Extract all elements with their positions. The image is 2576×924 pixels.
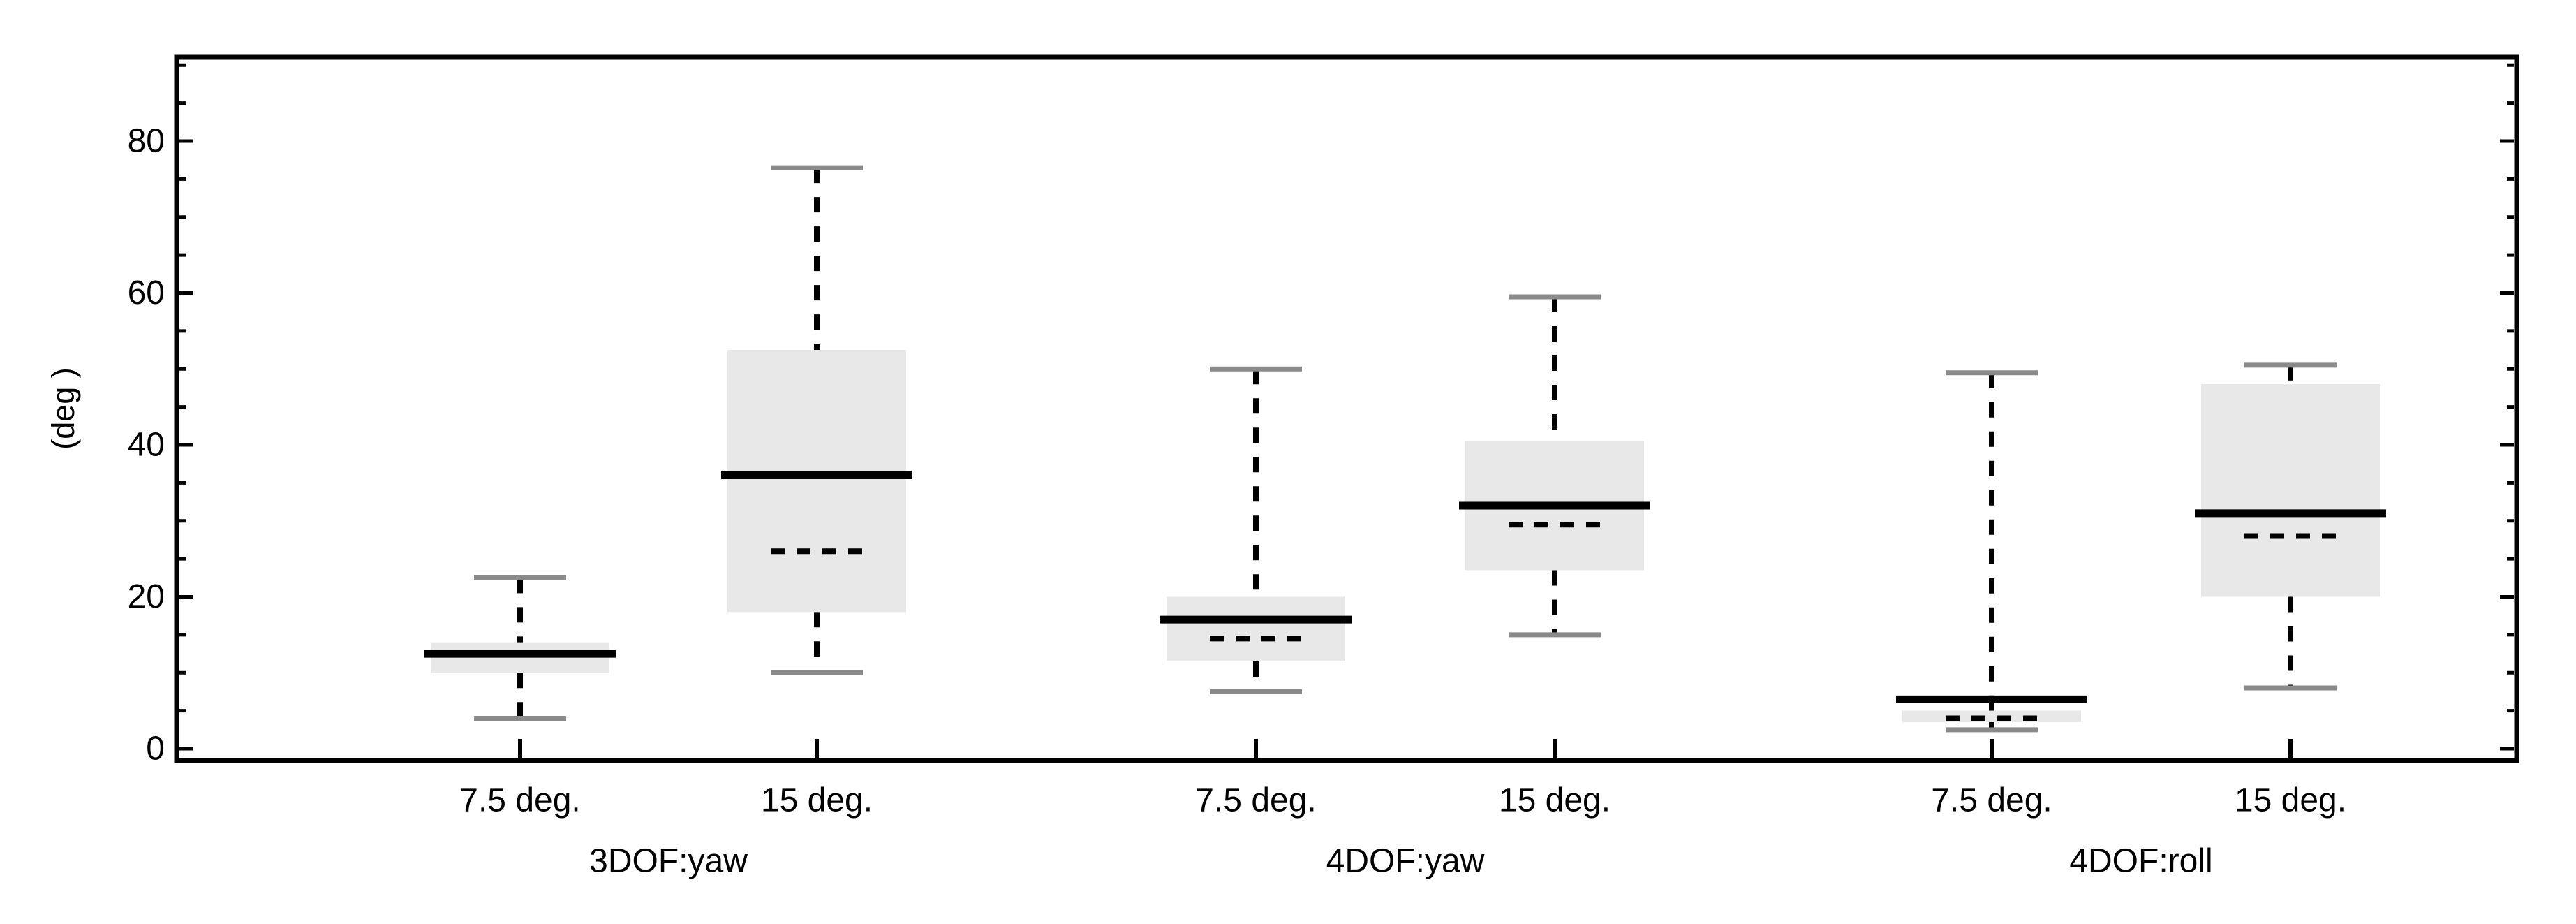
x-category-label: 15 deg. — [761, 782, 873, 819]
x-category-label: 7.5 deg. — [1931, 782, 2052, 819]
x-category-label: 7.5 deg. — [1195, 782, 1316, 819]
iqr-box — [1167, 596, 1345, 661]
axes-frame-layer — [174, 54, 2519, 763]
axis-ticks-layer — [179, 63, 2514, 758]
y-tick-label: 80 — [128, 123, 165, 160]
x-group-label: 4DOF:yaw — [1326, 843, 1485, 880]
x-group-label: 3DOF:yaw — [589, 843, 748, 880]
y-tick-label: 60 — [128, 274, 165, 311]
iqr-box — [2201, 384, 2380, 597]
y-axis-title: (deg ) — [45, 367, 81, 450]
x-category-label: 7.5 deg. — [459, 782, 580, 819]
x-category-label: 15 deg. — [2235, 782, 2346, 819]
iqr-box — [1902, 710, 2081, 722]
boxes-layer — [424, 165, 2386, 733]
y-tick-label: 40 — [128, 427, 165, 464]
plot-frame — [174, 54, 2519, 763]
x-category-label: 15 deg. — [1499, 782, 1611, 819]
iqr-box — [727, 350, 906, 613]
y-tick-label: 20 — [128, 578, 165, 615]
x-group-label: 4DOF:roll — [2069, 843, 2212, 880]
y-tick-label: 0 — [146, 731, 165, 768]
